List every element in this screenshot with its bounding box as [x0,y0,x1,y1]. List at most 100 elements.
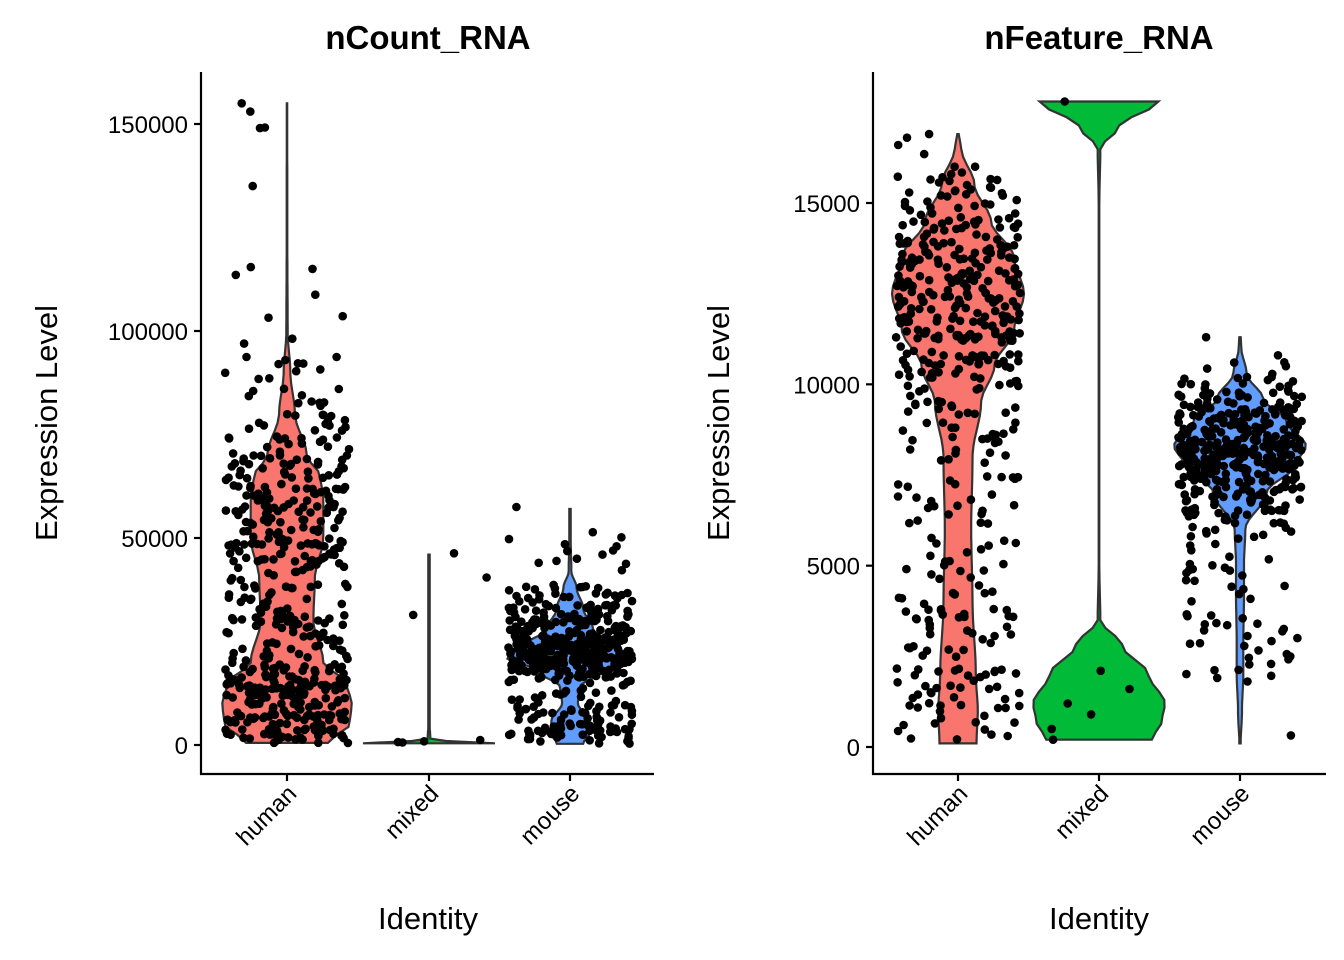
data-point-human [1006,630,1016,639]
data-point-human [970,201,979,211]
data-point-human [1014,350,1023,359]
data-point-human [995,223,1005,232]
data-point-human [962,548,972,557]
data-point-human [279,666,289,675]
data-point-mouse [612,542,621,551]
data-point-human [236,575,246,585]
data-point-human [932,683,941,693]
data-point-human [963,671,973,680]
data-point-mouse [576,621,585,630]
data-point-human [264,313,273,323]
data-point-human [930,361,940,370]
data-point-human [1009,222,1019,232]
data-point-mouse [1186,402,1195,412]
data-point-mouse [512,633,521,642]
y-axis-title: Expression Level [29,305,64,541]
data-point-mouse [1222,440,1232,450]
data-point-human [936,605,946,614]
data-point-human [926,175,935,184]
data-point-human [930,719,940,728]
data-point-mouse [1188,522,1197,532]
data-point-mouse [1182,568,1191,578]
data-point-human [938,173,947,182]
data-point-human [898,356,908,365]
data-point-mouse [1266,671,1276,681]
data-point-human [277,479,286,489]
data-point-human [896,342,905,351]
data-point-human [929,237,938,247]
data-point-human [289,710,299,720]
data-point-human [942,263,952,272]
data-point-human [906,734,916,743]
data-point-human [1005,253,1014,262]
data-point-mouse [1206,611,1216,620]
data-point-mouse [608,726,618,736]
data-point-human [241,553,251,563]
data-point-mouse [515,650,525,659]
data-point-mouse [563,546,572,556]
data-point-human [290,557,300,566]
data-point-human [1014,315,1023,325]
data-point-mouse [626,652,635,661]
data-point-human [275,447,285,457]
data-point-mouse [575,719,585,729]
data-point-human [981,232,991,242]
data-point-human [340,415,350,425]
data-point-human [927,533,936,543]
data-point-human [940,226,949,235]
data-point-human [279,503,289,512]
data-point-mouse [627,719,636,729]
data-point-human [969,676,978,685]
data-point-human [892,664,902,673]
data-point-human [275,718,285,728]
data-point-mouse [1273,402,1283,412]
data-point-human [954,364,964,374]
data-point-mouse [549,655,558,664]
data-point-mouse [1293,633,1302,643]
data-point-human [944,273,953,282]
data-point-mouse [591,671,601,681]
data-point-human [307,397,316,406]
data-point-human [968,628,977,638]
data-point-human [902,349,912,359]
data-point-human [248,520,257,529]
data-point-human [945,176,954,186]
data-point-mouse [1181,575,1191,585]
data-point-human [936,713,946,723]
data-point-human [905,445,915,454]
data-point-human [895,299,905,309]
data-point-mouse [1211,475,1221,485]
data-point-human [245,667,255,677]
data-point-human [297,391,307,400]
data-point-human [992,682,1002,692]
data-point-mouse [572,554,582,563]
data-point-mouse [619,668,628,678]
data-point-human [291,366,301,376]
data-point-human [992,175,1002,185]
data-point-mouse [1260,493,1270,502]
data-point-mouse [521,704,531,714]
data-point-human [947,423,956,433]
data-point-mouse [1179,472,1189,482]
data-point-human [1001,451,1010,460]
data-point-mouse [1243,474,1252,483]
data-point-mouse [584,701,593,711]
data-point-human [902,327,911,336]
data-point-human [1009,241,1019,250]
data-point-mixed [1048,735,1058,744]
data-point-mouse [588,641,598,650]
data-point-human [934,404,943,414]
data-point-human [903,482,913,492]
x-tick-label: human [902,780,973,851]
data-point-mouse [1250,408,1260,418]
data-point-human [936,701,945,710]
data-point-human [292,455,302,465]
data-point-human [264,568,273,578]
data-point-human [939,351,948,360]
data-point-human [946,324,955,334]
data-point-human [313,457,323,467]
data-point-mouse [1290,391,1299,401]
data-point-human [240,593,249,602]
data-point-mouse [607,701,617,710]
data-point-mouse [1177,460,1186,469]
